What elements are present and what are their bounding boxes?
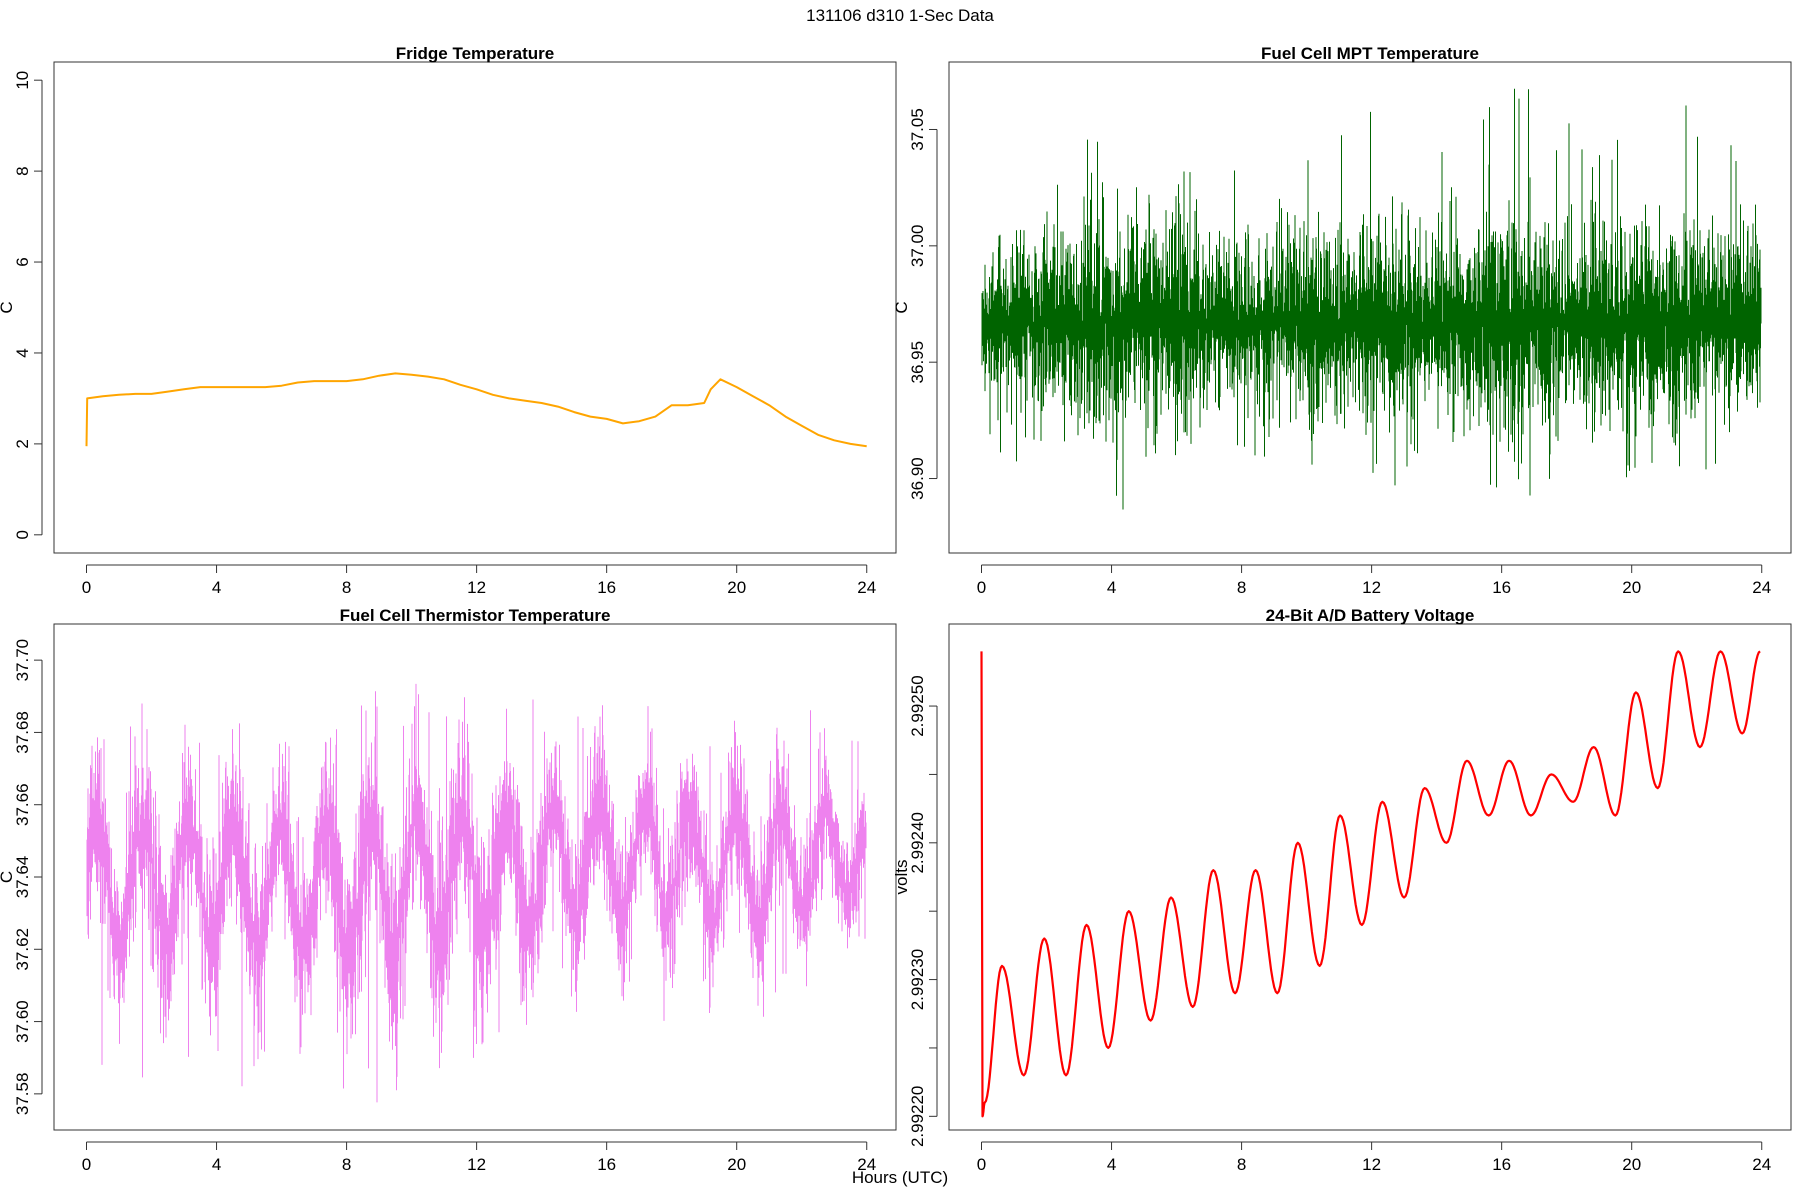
figure-title: 131106 d310 1-Sec Data <box>806 6 994 25</box>
x-tick-label: 16 <box>1492 1155 1511 1174</box>
y-tick-label: 37.66 <box>13 783 32 826</box>
y-tick-label: 6 <box>13 257 32 266</box>
y-tick-label: 10 <box>13 71 32 90</box>
x-tick-label: 20 <box>1622 578 1641 597</box>
y-tick-label: 37.05 <box>908 108 927 151</box>
chart-panel-1: 048121620240246810CFridge Temperature <box>0 44 897 597</box>
x-tick-label: 24 <box>857 578 876 597</box>
y-tick-label: 2 <box>13 439 32 448</box>
chart-title: Fridge Temperature <box>396 44 554 63</box>
x-tick-label: 20 <box>1622 1155 1641 1174</box>
y-tick-label: 37.62 <box>13 928 32 971</box>
y-tick-label: 37.70 <box>13 639 32 682</box>
x-tick-label: 0 <box>82 578 91 597</box>
x-tick-label: 8 <box>342 1155 351 1174</box>
y-tick-label: 36.90 <box>908 457 927 500</box>
chart-panel-3: 0 4 8 12 16 20 24 37.58 37.60 37.62 37.64 37.66 37.6… <box>0 606 897 1174</box>
x-tick-label: 16 <box>597 578 616 597</box>
x-tick-label: 4 <box>212 1155 221 1174</box>
x-tick-label: 20 <box>727 1155 746 1174</box>
y-tick-label: 37.60 <box>13 1000 32 1043</box>
x-tick-label: 24 <box>857 1155 876 1174</box>
chart-title: 24-Bit A/D Battery Voltage <box>1266 606 1475 625</box>
x-tick-label: 0 <box>82 1155 91 1174</box>
y-tick-label: 0 <box>13 530 32 539</box>
y-axis-label: C <box>892 301 911 313</box>
y-tick-label: 8 <box>13 166 32 175</box>
y-tick-label: 2.99240 <box>908 812 927 873</box>
figure-xlabel: Hours (UTC) <box>851 1168 949 1187</box>
x-tick-label: 0 <box>977 1155 986 1174</box>
x-tick-label: 16 <box>1492 578 1511 597</box>
plot-frame <box>948 623 1792 1131</box>
x-tick-label: 12 <box>467 1155 486 1174</box>
y-axis-label: C <box>0 301 16 313</box>
chart-title: Fuel Cell Thermistor Temperature <box>340 606 611 625</box>
plot-frame <box>53 61 897 554</box>
series-line <box>980 650 1761 1118</box>
y-tick-label: 36.95 <box>908 341 927 384</box>
x-tick-label: 16 <box>597 1155 616 1174</box>
chart-panel-4: 0 4 8 12 16 20 24 2.99220 2.99230 2.99240 2.99250 v… <box>892 606 1792 1174</box>
x-tick-label: 20 <box>727 578 746 597</box>
y-tick-label: 37.68 <box>13 711 32 754</box>
x-tick-label: 8 <box>1237 578 1246 597</box>
series-band <box>86 683 867 1103</box>
y-tick-label: 37.00 <box>908 225 927 268</box>
y-tick-label: 2.99250 <box>908 675 927 736</box>
x-tick-label: 8 <box>1237 1155 1246 1174</box>
y-tick-label: 2.99230 <box>908 949 927 1010</box>
series-line <box>85 372 867 448</box>
x-tick-label: 12 <box>1362 578 1381 597</box>
chart-panel-2: 0 4 8 12 16 20 24 36.90 36.95 37.00 37.05 C Fuel Cel… <box>892 44 1792 597</box>
x-tick-label: 24 <box>1752 1155 1771 1174</box>
x-tick-label: 12 <box>1362 1155 1381 1174</box>
x-tick-label: 4 <box>1107 578 1116 597</box>
y-tick-label: 37.58 <box>13 1073 32 1116</box>
plot-frame <box>53 623 897 1131</box>
y-tick-label: 37.64 <box>13 856 32 899</box>
x-tick-label: 0 <box>977 578 986 597</box>
x-tick-label: 8 <box>342 578 351 597</box>
x-tick-label: 24 <box>1752 578 1771 597</box>
y-tick-label: 4 <box>13 348 32 357</box>
series-band <box>981 88 1762 510</box>
y-tick-label: 2.99220 <box>908 1086 927 1147</box>
x-tick-label: 4 <box>1107 1155 1116 1174</box>
x-tick-label: 12 <box>467 578 486 597</box>
y-axis-label: C <box>0 871 16 883</box>
plot-frame <box>948 61 1792 554</box>
chart-title: Fuel Cell MPT Temperature <box>1261 44 1479 63</box>
x-tick-label: 4 <box>212 578 221 597</box>
y-axis-label: volts <box>892 860 911 895</box>
